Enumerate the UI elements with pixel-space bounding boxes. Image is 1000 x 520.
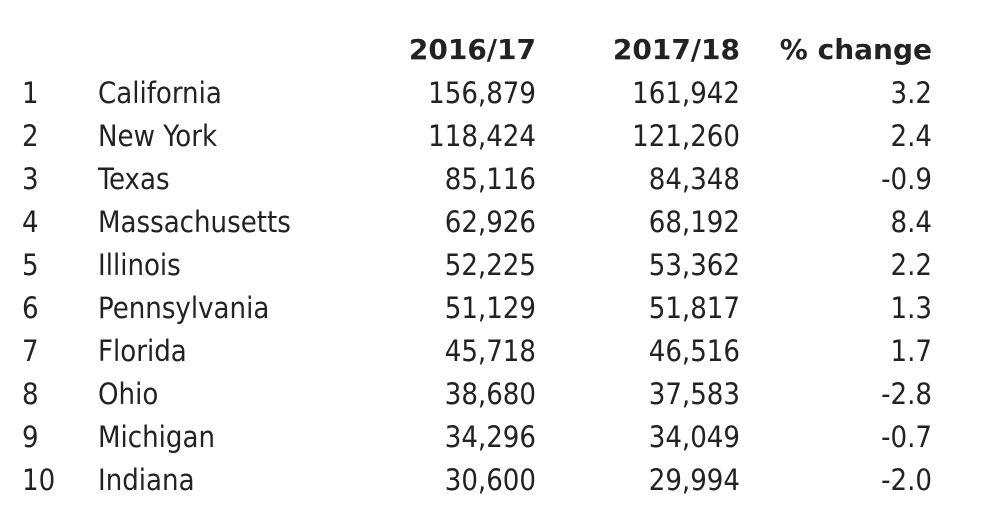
pct-change-cell: -2.0 [881, 463, 932, 497]
value-2016-17-cell: 45,718 [444, 334, 536, 368]
value-2017-18-cell: 46,516 [648, 334, 740, 368]
value-2017-18-cell: 121,260 [632, 119, 740, 153]
pct-change-cell: -0.9 [881, 162, 932, 196]
table-row: 3 Texas 85,116 84,348 -0.9 [0, 158, 1000, 201]
table-row: 5 Illinois 52,225 53,362 2.2 [0, 244, 1000, 287]
table-row: 6 Pennsylvania 51,129 51,817 1.3 [0, 287, 1000, 330]
value-2016-17-cell: 118,424 [428, 119, 536, 153]
header-2017-18: 2017/18 [612, 33, 740, 66]
value-2016-17-cell: 30,600 [444, 463, 536, 497]
state-cell: Illinois [98, 248, 181, 282]
pct-change-cell: -0.7 [881, 420, 932, 454]
table-row: 8 Ohio 38,680 37,583 -2.8 [0, 373, 1000, 416]
value-2017-18-cell: 29,994 [648, 463, 740, 497]
rank-cell: 9 [22, 420, 39, 454]
value-2016-17-cell: 62,926 [444, 205, 536, 239]
value-2016-17-cell: 52,225 [444, 248, 536, 282]
value-2017-18-cell: 161,942 [632, 76, 740, 110]
value-2016-17-cell: 34,296 [444, 420, 536, 454]
pct-change-cell: 2.4 [890, 119, 932, 153]
rank-cell: 1 [22, 76, 39, 110]
value-2017-18-cell: 51,817 [648, 291, 740, 325]
rank-cell: 3 [22, 162, 39, 196]
rank-cell: 10 [22, 463, 56, 497]
table-row: 2 New York 118,424 121,260 2.4 [0, 115, 1000, 158]
state-cell: Pennsylvania [98, 291, 270, 325]
value-2017-18-cell: 34,049 [648, 420, 740, 454]
rank-cell: 8 [22, 377, 39, 411]
value-2017-18-cell: 53,362 [648, 248, 740, 282]
pct-change-cell: 3.2 [890, 76, 932, 110]
value-2017-18-cell: 68,192 [648, 205, 740, 239]
pct-change-cell: 2.2 [890, 248, 932, 282]
state-cell: Massachusetts [98, 205, 291, 239]
value-2016-17-cell: 156,879 [428, 76, 536, 110]
pct-change-cell: -2.8 [881, 377, 932, 411]
rank-cell: 4 [22, 205, 39, 239]
value-2017-18-cell: 84,348 [648, 162, 740, 196]
pct-change-cell: 1.3 [890, 291, 932, 325]
state-cell: California [98, 76, 222, 110]
state-cell: Indiana [98, 463, 195, 497]
rank-cell: 6 [22, 291, 39, 325]
state-cell: Ohio [98, 377, 159, 411]
table-row: 4 Massachusetts 62,926 68,192 8.4 [0, 201, 1000, 244]
rank-cell: 2 [22, 119, 39, 153]
value-2016-17-cell: 51,129 [444, 291, 536, 325]
table-row: 10 Indiana 30,600 29,994 -2.0 [0, 459, 1000, 502]
pct-change-cell: 1.7 [890, 334, 932, 368]
state-cell: Texas [98, 162, 170, 196]
header-pct-change: % change [779, 33, 932, 66]
header-2016-17: 2016/17 [408, 33, 536, 66]
state-cell: Florida [98, 334, 187, 368]
rank-cell: 7 [22, 334, 39, 368]
state-cell: Michigan [98, 420, 215, 454]
table-row: 9 Michigan 34,296 34,049 -0.7 [0, 416, 1000, 459]
state-cell: New York [98, 119, 218, 153]
value-2017-18-cell: 37,583 [648, 377, 740, 411]
pct-change-cell: 8.4 [890, 205, 932, 239]
table-row: 1 California 156,879 161,942 3.2 [0, 72, 1000, 115]
value-2016-17-cell: 38,680 [444, 377, 536, 411]
table-row: 7 Florida 45,718 46,516 1.7 [0, 330, 1000, 373]
value-2016-17-cell: 85,116 [444, 162, 536, 196]
rank-cell: 5 [22, 248, 39, 282]
